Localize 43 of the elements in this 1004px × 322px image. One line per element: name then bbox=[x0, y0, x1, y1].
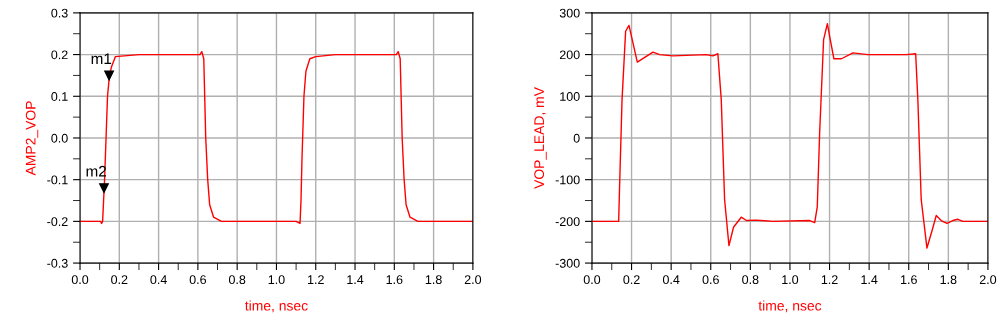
y-tick-label: -0.3 bbox=[47, 258, 68, 268]
y-tick-label: -300 bbox=[555, 258, 580, 268]
x-tick-label: 1.2 bbox=[308, 275, 324, 284]
y-tick-label: 0.1 bbox=[51, 92, 68, 101]
x-tick-label: 1.4 bbox=[347, 275, 364, 284]
y-tick-label: 0.3 bbox=[51, 8, 68, 18]
y-tick-label: 100 bbox=[560, 92, 580, 101]
x-tick-label: 1.0 bbox=[268, 275, 285, 285]
x-tick-label: 0.6 bbox=[189, 275, 207, 285]
x-tick-label: 1.6 bbox=[386, 275, 403, 285]
x-axis-title: time, nsec bbox=[758, 300, 822, 313]
x-tick-label: 0.2 bbox=[111, 275, 128, 285]
y-tick-label: -0.2 bbox=[47, 217, 68, 227]
x-tick-label: 1.8 bbox=[425, 275, 442, 285]
annotation: m1 bbox=[91, 53, 112, 64]
y-tick-label: 0.2 bbox=[51, 50, 68, 60]
x-tick-label: 0.0 bbox=[583, 275, 601, 285]
x-tick-label: 1.6 bbox=[901, 275, 917, 285]
y-tick-label: 300 bbox=[559, 8, 580, 18]
y-axis-title: AMP2_VOP bbox=[25, 101, 39, 176]
x-tick-label: 2.0 bbox=[979, 275, 997, 285]
y-tick-label: 0 bbox=[573, 133, 580, 143]
x-tick-label: 0.4 bbox=[662, 275, 680, 285]
line-series bbox=[80, 50, 473, 225]
x-tick-label: 0.8 bbox=[742, 275, 759, 285]
x-tick-label: 2.0 bbox=[464, 275, 482, 285]
x-axis-title: time, nsec bbox=[245, 300, 308, 313]
x-tick-label: 0.0 bbox=[71, 275, 89, 285]
x-tick-label: 1.2 bbox=[821, 275, 838, 284]
y-tick-label: -0.1 bbox=[47, 175, 68, 185]
y-tick-label: 0.0 bbox=[51, 133, 68, 143]
x-tick-label: 0.6 bbox=[702, 275, 719, 285]
y-tick-label: -100 bbox=[555, 175, 580, 185]
y-tick-label: 200 bbox=[559, 50, 580, 60]
x-tick-label: 1.0 bbox=[782, 275, 799, 285]
x-tick-label: 1.4 bbox=[861, 275, 878, 284]
line-series bbox=[591, 23, 988, 249]
y-axis-title: VOP_LEAD, mV bbox=[534, 87, 547, 189]
y-tick-label: -200 bbox=[555, 217, 580, 227]
x-tick-label: 0.8 bbox=[228, 275, 246, 285]
x-tick-label: 1.8 bbox=[940, 275, 957, 285]
x-tick-label: 0.4 bbox=[150, 275, 167, 285]
x-tick-label: 0.2 bbox=[623, 275, 640, 285]
